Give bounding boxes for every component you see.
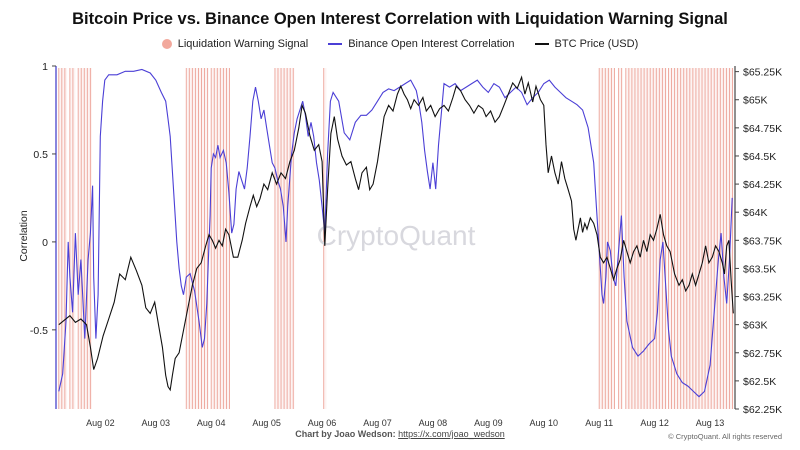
x-tick-label-6: Aug 08 <box>419 418 448 428</box>
y-left-tick-label-3: -0.5 <box>30 325 48 337</box>
warning-signal-layer <box>58 68 734 409</box>
legend-item-price[interactable]: BTC Price (USD) <box>534 38 639 50</box>
legend-item-warning[interactable]: Liquidation Warning Signal <box>161 38 309 50</box>
x-tick-label-9: Aug 11 <box>585 418 613 428</box>
legend: Liquidation Warning Signal Binance Open … <box>0 38 800 50</box>
legend-label-warning: Liquidation Warning Signal <box>177 38 309 50</box>
y-right-tick-label-12: $62.25K <box>743 404 782 416</box>
y-right-tick-label-7: $63.5K <box>743 263 776 275</box>
chart-title: Bitcoin Price vs. Binance Open Interest … <box>72 10 728 28</box>
legend-swatch-price <box>534 43 549 45</box>
footer-credit-label: Chart by Joao Wedson: <box>295 429 396 439</box>
footer-credit-link[interactable]: https://x.com/joao_wedson <box>398 429 505 439</box>
axes: 1 0.5 0 -0.5 $65.25K $65K $64.75K $64.5K $64.25K… <box>30 61 782 428</box>
y-right-tick-label-8: $63.25K <box>743 292 782 304</box>
y-right-tick-label-3: $64.5K <box>743 151 776 163</box>
x-tick-label-4: Aug 06 <box>308 418 337 428</box>
x-tick-label-3: Aug 05 <box>252 418 281 428</box>
x-tick-label-0: Aug 02 <box>86 418 115 428</box>
x-tick-label-1: Aug 03 <box>142 418 171 428</box>
watermark: CryptoQuant <box>317 220 476 251</box>
series-line-correlation <box>58 68 733 398</box>
y-left-tick-label-1: 0.5 <box>33 149 48 161</box>
warning-band-5 <box>274 68 295 409</box>
footer-credit: Chart by Joao Wedson: https://x.com/joao… <box>0 429 800 439</box>
legend-label-price: BTC Price (USD) <box>554 38 639 50</box>
legend-swatch-warning <box>161 39 172 49</box>
y-right-tick-label-5: $64K <box>743 207 768 219</box>
series-line-price <box>58 75 734 392</box>
y-axis-left-label: Correlation <box>18 210 30 262</box>
y-right-tick-label-0: $65.25K <box>743 67 782 79</box>
legend-label-correlation: Binance Open Interest Correlation <box>348 38 515 50</box>
x-tick-label-7: Aug 09 <box>474 418 503 428</box>
y-right-tick-label-6: $63.75K <box>743 235 782 247</box>
legend-item-correlation[interactable]: Binance Open Interest Correlation <box>328 38 515 50</box>
warning-band-0 <box>58 68 68 409</box>
y-left-tick-label-0: 1 <box>42 61 48 73</box>
x-tick-label-2: Aug 04 <box>197 418 226 428</box>
y-right-tick-label-10: $62.75K <box>743 348 782 360</box>
copyright-notice: © CryptoQuant. All rights reserved <box>668 432 782 441</box>
warning-band-8 <box>618 68 623 409</box>
x-tick-label-10: Aug 12 <box>640 418 669 428</box>
warning-band-10 <box>668 68 734 409</box>
y-right-tick-label-2: $64.75K <box>743 123 782 135</box>
legend-swatch-correlation <box>328 43 343 45</box>
x-tick-label-5: Aug 07 <box>363 418 392 428</box>
y-right-tick-label-1: $65K <box>743 95 768 107</box>
warning-band-3 <box>186 68 209 409</box>
y-left-tick-label-2: 0 <box>42 237 48 249</box>
y-right-tick-label-4: $64.25K <box>743 179 782 191</box>
x-tick-label-11: Aug 13 <box>696 418 725 428</box>
warning-band-7 <box>599 68 615 409</box>
y-right-tick-label-11: $62.5K <box>743 376 776 388</box>
x-tick-label-8: Aug 10 <box>530 418 559 428</box>
y-right-tick-label-9: $63K <box>743 320 768 332</box>
warning-band-9 <box>625 68 667 409</box>
